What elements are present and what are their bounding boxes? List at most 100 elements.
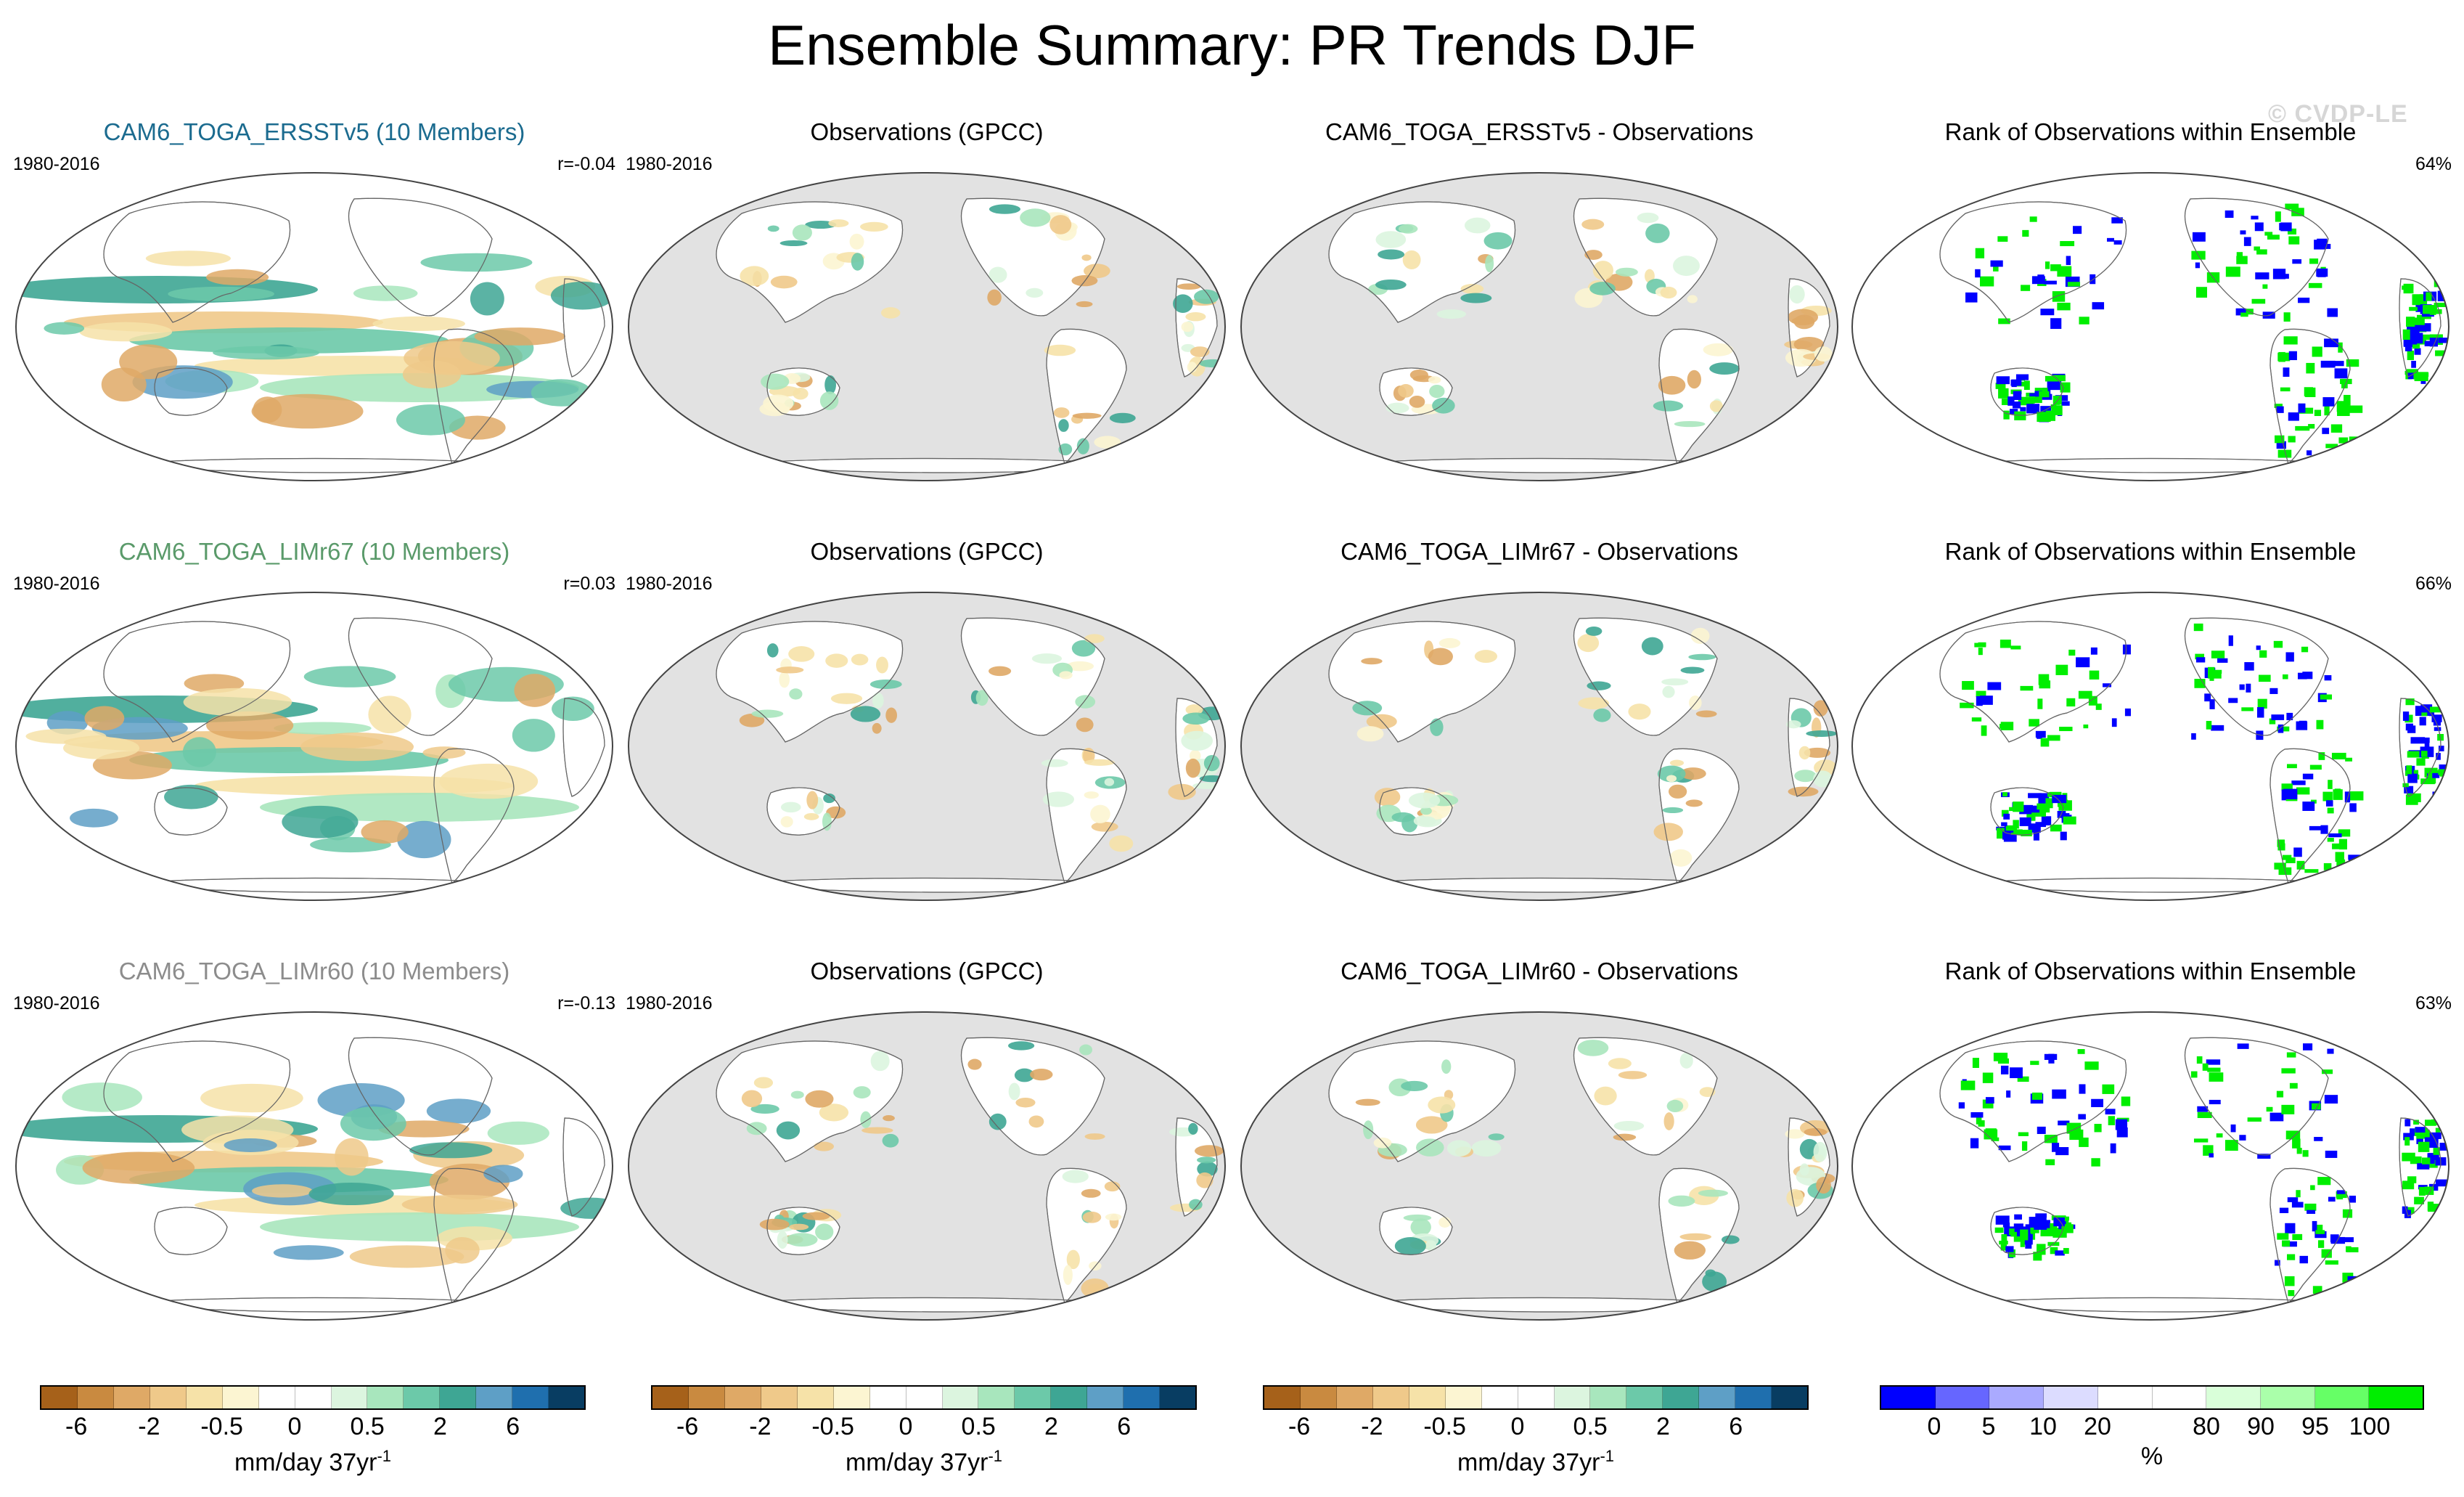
rank-cell [2345, 757, 2352, 762]
rank-cell [2066, 256, 2071, 266]
rank-cell [1962, 681, 1974, 690]
rank-cell [2050, 404, 2057, 409]
rank-cell [2424, 1119, 2436, 1126]
colorbar-box [1554, 1387, 1591, 1408]
rank-cell [2067, 282, 2081, 287]
trend-patch [1197, 1161, 1218, 1177]
rank-cell [2287, 764, 2297, 769]
rank-cell [2001, 809, 2009, 817]
coastline [348, 197, 493, 317]
rank-cell [2022, 397, 2034, 405]
rank-cell [2314, 240, 2325, 250]
colorbar-box [1772, 1387, 1808, 1408]
rank-cell [2282, 1240, 2291, 1247]
rank-cell [2045, 261, 2050, 269]
trend-patch [1075, 695, 1096, 709]
rank-cell [2424, 340, 2434, 347]
coastline [2399, 698, 2442, 797]
rank-cell [2055, 1250, 2065, 1256]
trend-patch [474, 327, 565, 346]
rank-cell [2208, 672, 2222, 679]
rank-cell [2296, 1148, 2302, 1154]
coastline [1990, 1207, 2064, 1255]
trend-patch [746, 1122, 767, 1135]
rank-cell [2020, 407, 2026, 412]
trend-patch [552, 696, 594, 722]
rank-cell [2228, 635, 2233, 646]
coastline [1788, 278, 1830, 378]
rank-cell [1976, 696, 1983, 706]
trend-patch [300, 733, 414, 762]
rank-cell [2256, 707, 2264, 718]
trend-patch [1084, 1133, 1105, 1140]
rank-cell [2317, 1177, 2331, 1186]
coastline [716, 621, 904, 743]
colorbar-box [1015, 1387, 1052, 1408]
colorbar-unit: % [1880, 1442, 2424, 1471]
trend-patch [750, 1104, 779, 1114]
rank-cell [2002, 831, 2011, 840]
period-label: 1980-2016 [626, 154, 713, 174]
trend-patch [792, 224, 812, 241]
trend-patch [1657, 765, 1686, 783]
rank-cell [2019, 817, 2031, 826]
rank-cell [2033, 831, 2039, 841]
rank-cell [2429, 706, 2442, 713]
ocean-background [1852, 592, 2449, 900]
trend-patch [1008, 1082, 1020, 1101]
colorbar-tick-label: 90 [2247, 1413, 2275, 1440]
colorbar-box [1935, 1387, 1990, 1408]
trend-patch [1190, 346, 1210, 357]
rank-cell [2013, 391, 2022, 400]
trend-patch [1679, 1052, 1693, 1069]
rank-cell [1982, 1072, 1994, 1083]
colorbar-tick-label: 80 [2193, 1413, 2220, 1440]
rank-cell [2291, 1202, 2304, 1208]
trend-patch [1653, 823, 1683, 841]
rank-cell [2310, 1185, 2315, 1191]
trend-patch [1090, 804, 1110, 824]
rank-cell [2060, 241, 2075, 247]
map-rank [1851, 172, 2449, 481]
panel-rank-row-2: Rank of Observations within Ensemble 66% [1849, 537, 2452, 909]
trend-patch [1081, 254, 1092, 261]
trend-patch [1185, 704, 1203, 715]
trend-patch [372, 316, 465, 331]
rank-cell [2026, 404, 2040, 414]
trend-patch [550, 281, 613, 310]
trend-patch [1793, 336, 1825, 352]
trend-patch [1071, 274, 1098, 287]
trend-patch [1373, 1137, 1392, 1149]
trend-patch [1402, 250, 1421, 270]
colorbar-2: -6 -2 -0.5 0 0.5 2 6 mm/day 37yr-1 [651, 1385, 1197, 1477]
coastline [433, 328, 515, 465]
rank-cell [2009, 1228, 2015, 1236]
rank-cell [2197, 1111, 2212, 1119]
rank-cell [2091, 1098, 2104, 1107]
rank-cell [2285, 203, 2299, 210]
trend-patch [776, 666, 804, 674]
trend-patch [1195, 1145, 1224, 1157]
trend-patch [1199, 775, 1225, 783]
trend-patch [1813, 770, 1833, 788]
rank-cell [2425, 1186, 2434, 1195]
rank-cell [2013, 1235, 2023, 1242]
trend-patch [989, 204, 1020, 214]
rank-cell [2419, 323, 2431, 332]
rank-cell [2204, 693, 2211, 702]
rank-cell [2209, 1099, 2221, 1105]
trend-patch [1786, 1188, 1804, 1207]
trend-patch [1662, 807, 1684, 814]
trend-patch [1355, 1098, 1380, 1106]
rank-cell [2207, 666, 2215, 677]
colorbar-box [1160, 1387, 1196, 1408]
rank-cell [2063, 1248, 2069, 1254]
trend-patch [1081, 1278, 1109, 1299]
colorbar-tick-label: -2 [1361, 1413, 1383, 1440]
rank-cell [2052, 794, 2067, 804]
coastline [1990, 367, 2064, 416]
rank-cell [2211, 650, 2225, 658]
colorbar-tick-label: 6 [506, 1413, 520, 1440]
trend-patch [62, 1082, 142, 1112]
rank-cell [2266, 1106, 2273, 1112]
